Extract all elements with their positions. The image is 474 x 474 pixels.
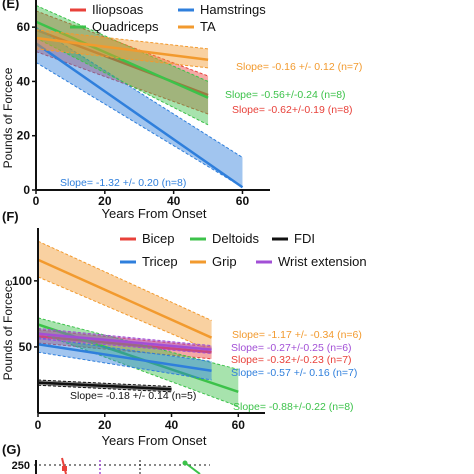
regression-line-grip <box>37 258 213 339</box>
ci-edge-deltoids <box>37 317 239 370</box>
ci-edge-hamstrings <box>35 62 243 188</box>
x-tick-label: 0 <box>33 194 40 208</box>
panel-e-legend: Iliopsoas Hamstrings Quadriceps TA <box>70 2 266 34</box>
ci-edge-hamstrings <box>35 26 243 158</box>
panel-g-label: (G) <box>2 442 21 457</box>
legend-label-deltoids: Deltoids <box>212 231 259 246</box>
ci-band-tricep <box>38 337 212 380</box>
panel-g-marker <box>182 460 188 466</box>
panel-e-plot-area <box>35 4 244 189</box>
regression-line-hamstrings <box>35 42 244 189</box>
ci-edge-tricep <box>37 351 212 381</box>
panel-f-legend: Bicep Deltoids FDI Tricep Grip Wrist extensio… <box>120 231 367 269</box>
panel-e-x-axis-label: Years From Onset <box>101 206 206 221</box>
panel-e-y-axis-label: Pounds of Forcece <box>1 67 15 168</box>
slope-label-wrist-extension: Slope= -0.27+/-0.25 (n=6) <box>231 342 352 354</box>
y-tick-label: 40 <box>17 74 31 88</box>
ci-edge-fdi <box>37 379 172 388</box>
ci-edge-grip <box>37 240 212 321</box>
regression-line-ta <box>35 36 209 61</box>
ci-band-deltoids <box>38 317 239 407</box>
panel-e-slope-labels: Slope= -0.62+/-0.19 (n=8) Slope= -1.32 +/… <box>60 61 362 189</box>
ci-edge-bicep <box>37 342 212 360</box>
ci-edge-quadriceps <box>35 4 209 82</box>
ci-edge-grip <box>37 276 212 352</box>
x-tick-label: 0 <box>35 418 42 432</box>
panel-f-x-axis-label: Years From Onset <box>101 433 206 448</box>
ci-edge-ta <box>35 29 209 50</box>
slope-label-hamstrings: Slope= -1.32 +/- 0.20 (n=8) <box>60 177 186 189</box>
x-tick-label: 20 <box>98 418 112 432</box>
ci-edge-deltoids <box>37 331 239 407</box>
x-tick-label: 60 <box>236 194 250 208</box>
y-tick-label: 20 <box>17 129 31 143</box>
x-tick-label: 40 <box>167 194 181 208</box>
panel-g-marker <box>62 466 67 471</box>
legend-label-wrist-extension: Wrist extension <box>278 254 367 269</box>
slope-label-quadriceps: Slope= -0.56+/-0.24 (n=8) <box>225 89 346 101</box>
ci-edge-wrist-extension <box>37 338 212 355</box>
slope-label-ta: Slope= -0.16 +/- 0.12 (n=7) <box>236 61 362 73</box>
ci-edge-wrist-extension <box>37 327 212 347</box>
x-tick-label: 40 <box>165 418 179 432</box>
regression-line-fdi <box>37 381 172 391</box>
y-tick-label: 100 <box>12 274 32 288</box>
slope-label-grip: Slope= -1.17 +/- -0.34 (n=6) <box>232 329 362 341</box>
panel-f-plot-area <box>37 240 239 407</box>
y-tick-label: 50 <box>19 340 33 354</box>
panel-g-y-tick-label: 250 <box>12 460 30 472</box>
regression-line-wrist-extension <box>37 332 212 351</box>
slope-label-tricep: Slope= -0.57 +/- 0.16 (n=7) <box>231 367 357 379</box>
ci-band-quadriceps <box>36 5 209 125</box>
regression-line-bicep <box>37 335 212 354</box>
panel-f-slope-labels: Slope= -0.32+/-0.23 (n=7) Slope= -0.88+/-… <box>70 329 362 413</box>
x-tick-label: 60 <box>232 418 246 432</box>
y-tick-label: 0 <box>23 183 30 197</box>
panel-g: (G) 250 <box>2 442 210 474</box>
panel-f-ticks: 0 20 40 60 50 100 <box>12 274 245 432</box>
panel-e: (E) 0 20 40 60 0 20 40 60 Years From Onset Poun… <box>1 0 362 221</box>
ci-band-hamstrings <box>36 27 243 188</box>
x-tick-label: 20 <box>98 194 112 208</box>
ci-edge-ta <box>35 48 209 69</box>
panel-e-ticks: 0 20 40 60 0 20 40 60 <box>17 20 250 208</box>
slope-label-bicep: Slope= -0.32+/-0.23 (n=7) <box>231 354 352 366</box>
ci-edge-bicep <box>37 329 212 348</box>
regression-line-tricep <box>37 343 212 372</box>
panel-f-y-axis-label: Pounds of Forcece <box>1 279 15 380</box>
regression-line-quadriceps <box>35 20 209 99</box>
ci-edge-tricep <box>37 337 212 362</box>
legend-label-fdi: FDI <box>294 231 315 246</box>
slope-label-iliopsoas: Slope= -0.62+/-0.19 (n=8) <box>232 104 353 116</box>
y-tick-label: 60 <box>17 20 31 34</box>
ci-edge-iliopsoas <box>35 10 209 77</box>
legend-label-quadriceps: Quadriceps <box>92 19 159 34</box>
legend-label-iliopsoas: Iliopsoas <box>92 2 144 17</box>
legend-label-tricep: Tricep <box>142 254 178 269</box>
legend-label-grip: Grip <box>212 254 237 269</box>
legend-label-hamstrings: Hamstrings <box>200 2 266 17</box>
legend-label-ta: TA <box>200 19 216 34</box>
legend-label-bicep: Bicep <box>142 231 175 246</box>
ci-edge-quadriceps <box>35 37 209 126</box>
slope-label-fdi: Slope= -0.18 +/- 0.14 (n=5) <box>70 390 196 402</box>
ci-band-grip <box>38 241 212 351</box>
panel-f: (F) 0 20 40 60 50 100 Years From Onset Pounds… <box>1 209 367 448</box>
panel-e-label: (E) <box>2 0 19 11</box>
panel-f-label: (F) <box>2 209 19 224</box>
slope-label-deltoids: Slope= -0.88+/-0.22 (n=8) <box>233 401 354 413</box>
ci-edge-fdi <box>37 384 172 393</box>
